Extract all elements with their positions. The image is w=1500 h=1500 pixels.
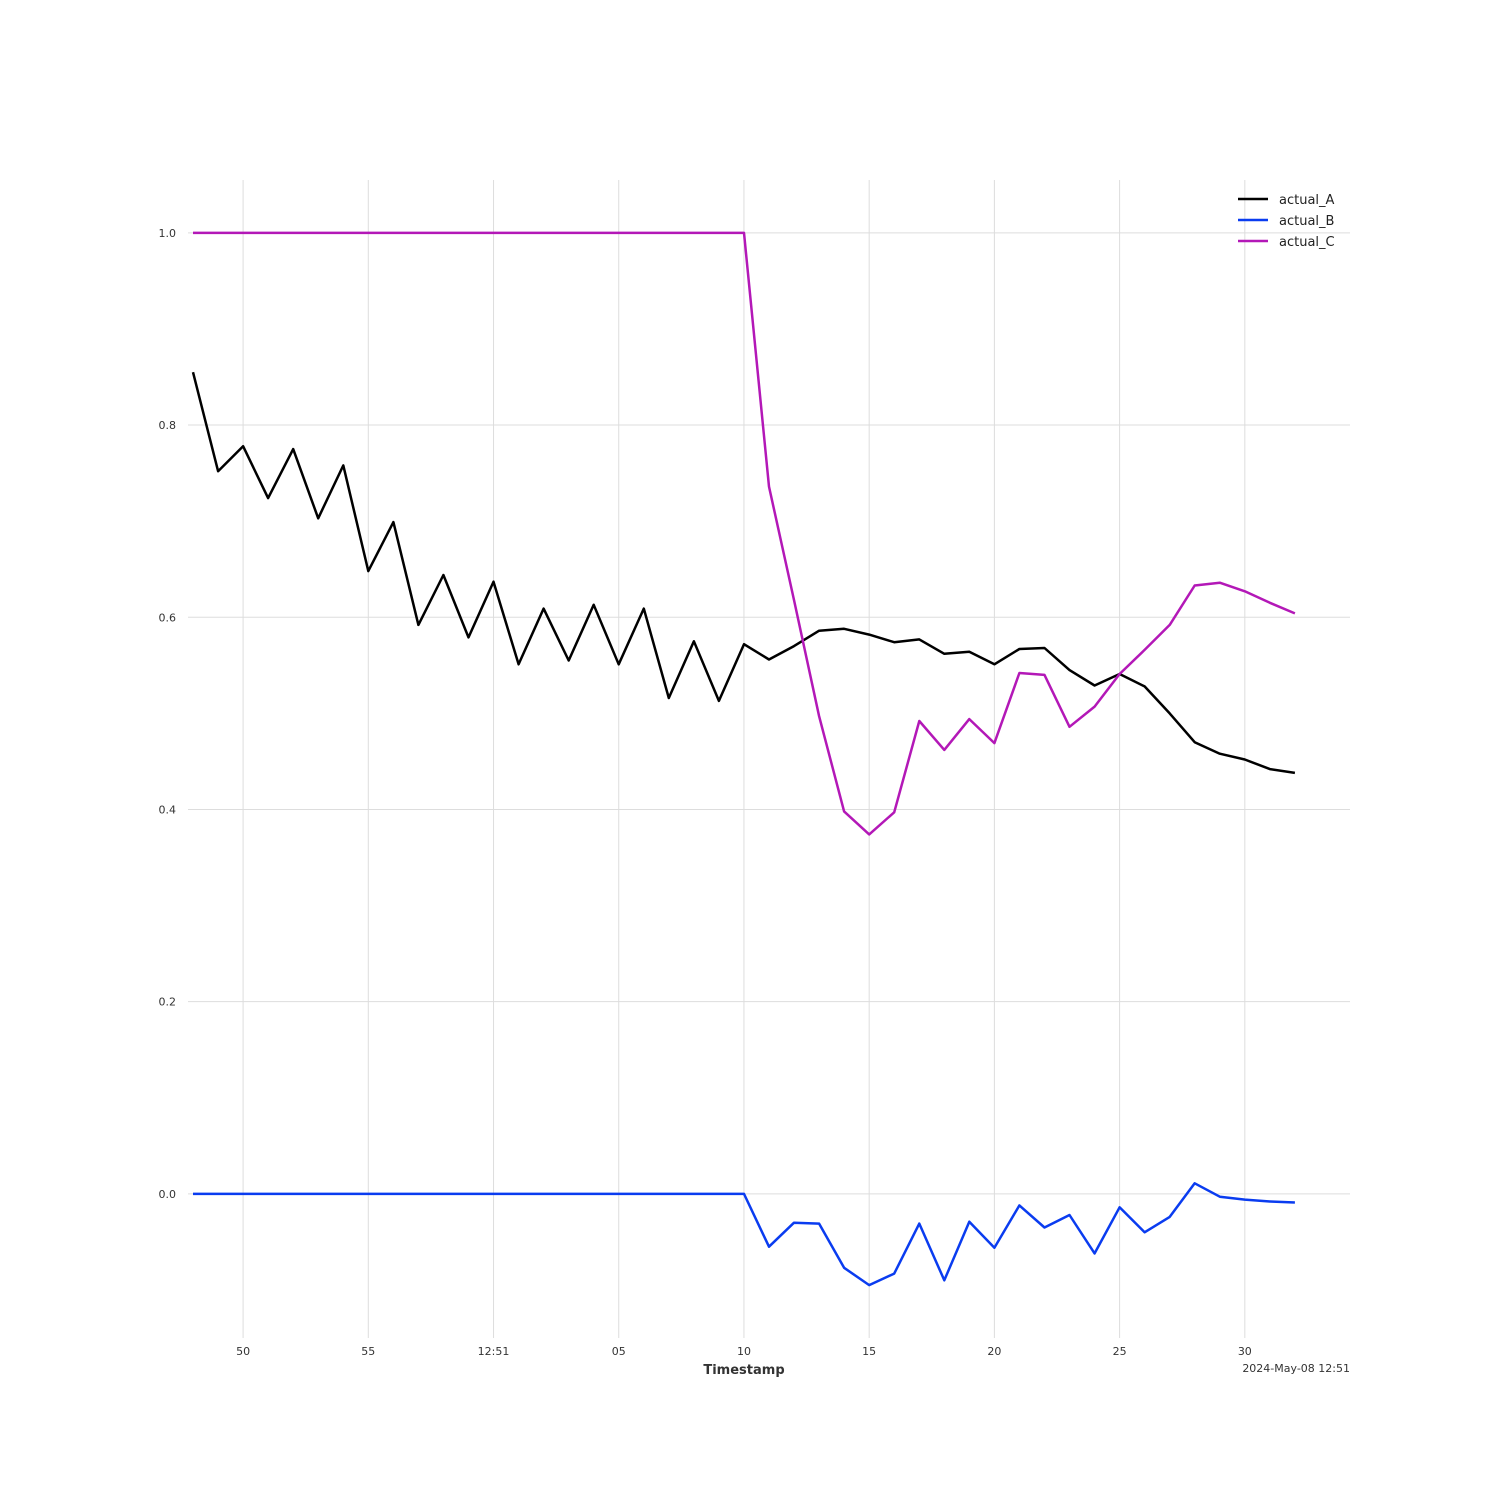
y-tick-label: 0.8 <box>159 419 177 432</box>
y-tick-label: 0.0 <box>159 1188 177 1201</box>
x-tick-label: 50 <box>236 1345 250 1358</box>
x-tick-label: 55 <box>361 1345 375 1358</box>
x-tick-label: 25 <box>1113 1345 1127 1358</box>
y-axis-tick-labels: 0.0 0.2 0.4 0.6 0.8 1.0 <box>159 227 177 1201</box>
y-tick-label: 0.4 <box>159 803 177 816</box>
series-line-actual_A <box>191 371 1296 775</box>
x-axis-label: Timestamp <box>703 1363 784 1378</box>
grid-lines <box>188 180 1350 1338</box>
legend-label: actual_B <box>1279 214 1334 229</box>
series-line-actual_B <box>193 1182 1295 1287</box>
legend-label: actual_C <box>1279 235 1335 250</box>
x-tick-label: 20 <box>987 1345 1001 1358</box>
series-line-actual_C <box>193 231 1296 836</box>
y-tick-label: 0.2 <box>159 996 177 1009</box>
x-axis-tick-labels: 50 55 12:51 05 10 15 20 25 30 <box>236 1345 1252 1358</box>
x-tick-label: 15 <box>862 1345 876 1358</box>
legend-label: actual_A <box>1279 193 1335 208</box>
x-tick-label: 10 <box>737 1345 751 1358</box>
y-tick-label: 1.0 <box>159 227 177 240</box>
legend: actual_A actual_B actual_C <box>1238 193 1335 250</box>
series-lines <box>191 231 1296 1287</box>
x-axis-offset-label: 2024-May-08 12:51 <box>1242 1362 1350 1375</box>
x-tick-label: 05 <box>612 1345 626 1358</box>
y-tick-label: 0.6 <box>159 611 177 624</box>
x-tick-label: 30 <box>1238 1345 1252 1358</box>
x-tick-label: 12:51 <box>478 1345 510 1358</box>
